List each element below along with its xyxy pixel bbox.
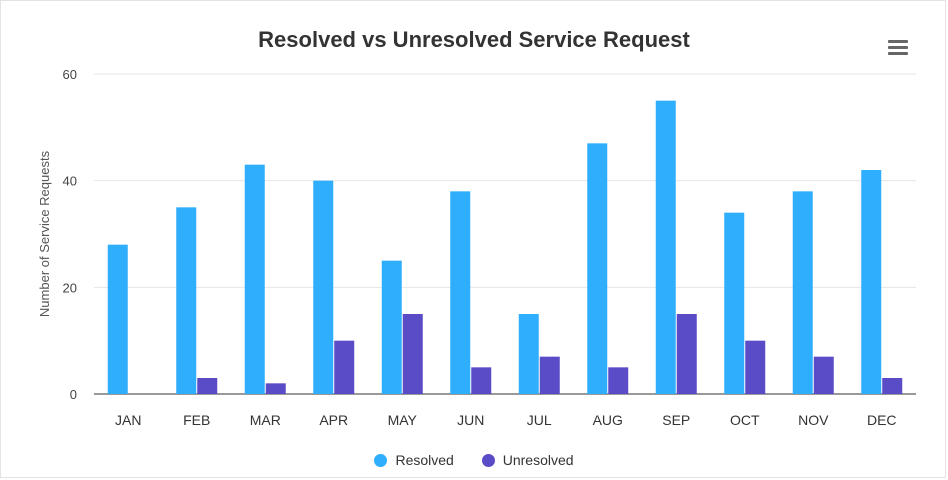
bar-resolved-oct[interactable] bbox=[724, 212, 745, 394]
bar-resolved-mar[interactable] bbox=[244, 164, 265, 394]
chart-legend: Resolved Unresolved bbox=[1, 452, 947, 470]
legend-marker-resolved bbox=[374, 453, 388, 467]
bar-unresolved-may[interactable] bbox=[402, 314, 423, 394]
x-tick-label: AUG bbox=[593, 412, 623, 428]
bar-unresolved-dec[interactable] bbox=[882, 378, 903, 394]
bar-resolved-dec[interactable] bbox=[861, 170, 882, 394]
bar-resolved-apr[interactable] bbox=[313, 180, 334, 394]
bar-unresolved-feb[interactable] bbox=[197, 378, 218, 394]
bar-resolved-jul[interactable] bbox=[518, 314, 539, 394]
x-tick-label: DEC bbox=[867, 412, 897, 428]
menu-line bbox=[888, 52, 908, 55]
y-tick-label: 40 bbox=[63, 174, 77, 189]
bar-resolved-nov[interactable] bbox=[792, 191, 813, 394]
bar-unresolved-oct[interactable] bbox=[745, 340, 766, 394]
menu-line bbox=[888, 40, 908, 43]
legend-item-unresolved[interactable]: Unresolved bbox=[481, 452, 574, 468]
bar-resolved-aug[interactable] bbox=[587, 143, 608, 394]
bar-unresolved-jul[interactable] bbox=[539, 356, 560, 394]
x-tick-label: FEB bbox=[183, 412, 210, 428]
x-tick-label: JUL bbox=[527, 412, 552, 428]
x-tick-label: OCT bbox=[730, 412, 760, 428]
bar-resolved-jun[interactable] bbox=[450, 191, 471, 394]
y-tick-label: 20 bbox=[63, 280, 77, 295]
y-axis-title: Number of Service Requests bbox=[37, 150, 52, 317]
bar-unresolved-apr[interactable] bbox=[334, 340, 355, 394]
bar-unresolved-mar[interactable] bbox=[265, 383, 286, 394]
legend-label-resolved: Resolved bbox=[395, 452, 454, 468]
y-tick-label: 0 bbox=[70, 387, 77, 402]
grid-layer bbox=[94, 73, 916, 395]
x-tick-label: MAR bbox=[250, 412, 281, 428]
y-tick-label: 60 bbox=[63, 67, 77, 82]
bar-unresolved-jun[interactable] bbox=[471, 367, 492, 394]
bar-unresolved-nov[interactable] bbox=[813, 356, 834, 394]
legend-marker-unresolved bbox=[481, 453, 495, 467]
menu-line bbox=[888, 46, 908, 49]
bar-unresolved-sep[interactable] bbox=[676, 314, 697, 394]
chart-title: Resolved vs Unresolved Service Request bbox=[258, 27, 690, 52]
bar-resolved-sep[interactable] bbox=[655, 100, 676, 395]
x-tick-label: JUN bbox=[457, 412, 484, 428]
bar-resolved-jan[interactable] bbox=[107, 244, 128, 394]
labels-layer: 0 20 40 60 JAN FEB MAR APR MAY JUN JUL AUG SEP OCT NOV… bbox=[63, 67, 897, 428]
x-tick-label: MAY bbox=[388, 412, 418, 428]
bar-unresolved-aug[interactable] bbox=[608, 367, 629, 394]
legend-item-resolved[interactable]: Resolved bbox=[374, 452, 454, 468]
x-tick-label: JAN bbox=[115, 412, 141, 428]
bars-layer bbox=[107, 100, 903, 395]
hamburger-menu-icon[interactable] bbox=[885, 37, 911, 59]
x-tick-label: APR bbox=[319, 412, 348, 428]
x-tick-label: NOV bbox=[798, 412, 829, 428]
bar-resolved-feb[interactable] bbox=[176, 207, 197, 394]
legend-label-unresolved: Unresolved bbox=[502, 452, 574, 468]
x-tick-label: SEP bbox=[662, 412, 690, 428]
bar-resolved-may[interactable] bbox=[381, 260, 402, 394]
